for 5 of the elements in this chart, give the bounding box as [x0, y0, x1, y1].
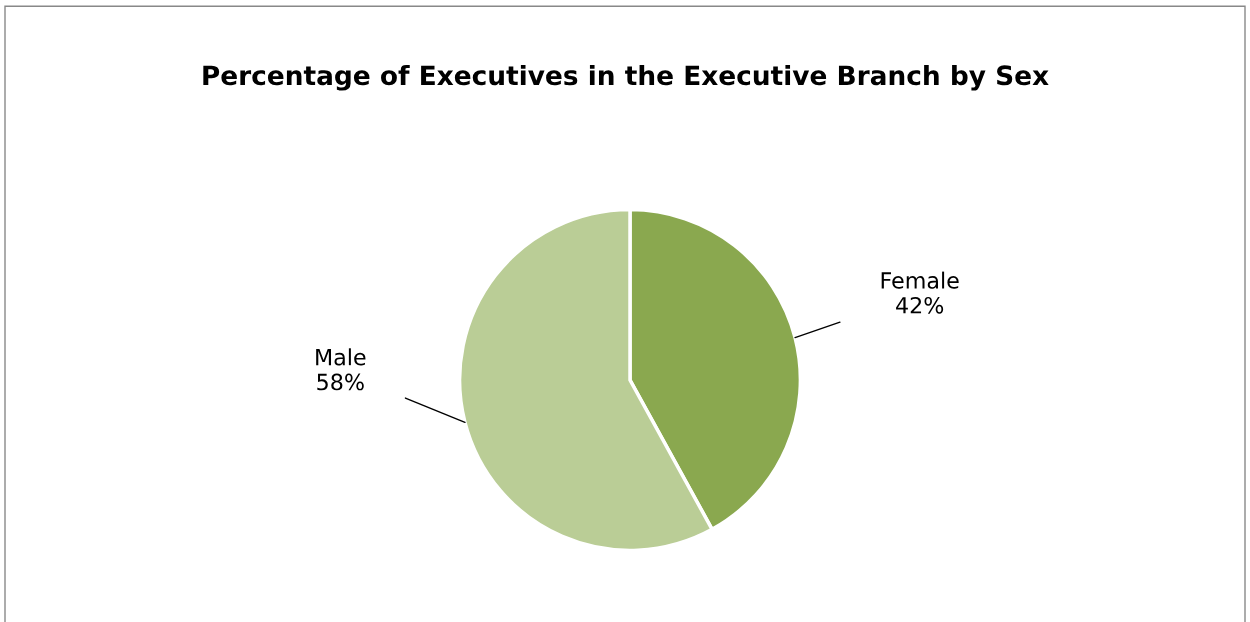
slice-label: Male [316, 348, 366, 366]
chart-title: Percentage of Executives in the Executive Branch by Sex [203, 64, 1049, 91]
data-label: 58% [317, 373, 364, 391]
slice-label: Female [881, 271, 959, 289]
data-label: 42% [896, 296, 944, 314]
